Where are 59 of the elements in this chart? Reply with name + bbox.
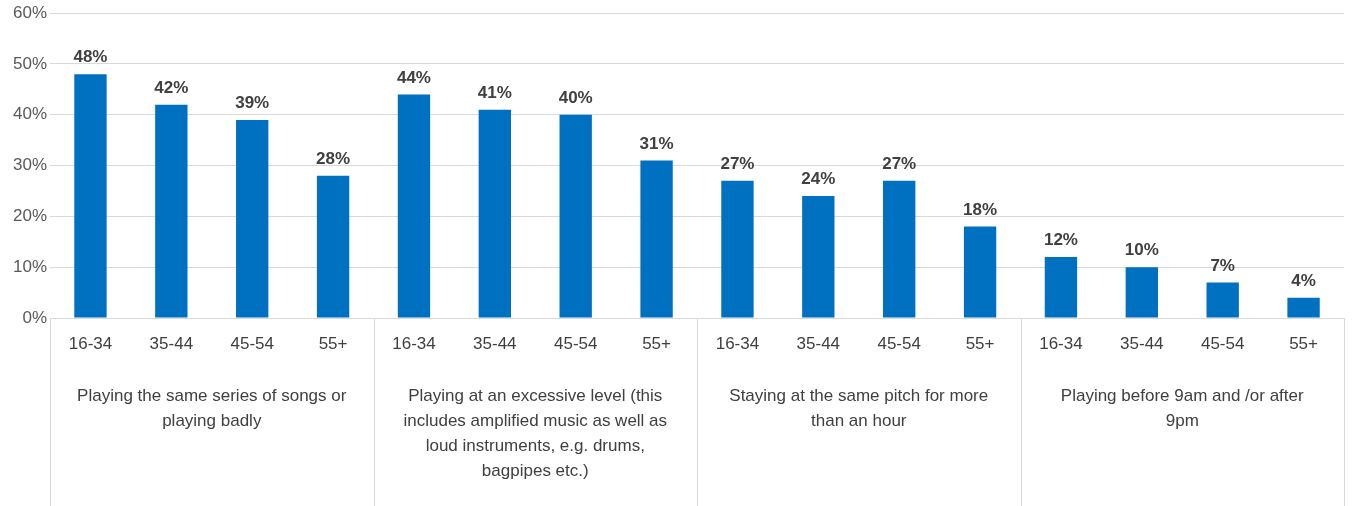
data-label: 24% [801, 169, 836, 189]
data-label: 40% [558, 87, 593, 107]
text: 16-34 [392, 333, 436, 353]
text: 35-44 [1120, 333, 1164, 353]
data-label: 48% [73, 47, 108, 67]
bar [963, 226, 997, 318]
data-label: 39% [235, 93, 270, 113]
y-tick-label: 60% [12, 2, 48, 22]
text: 45-54 [877, 333, 921, 353]
bar [478, 109, 511, 318]
series-label: 16-34 [715, 333, 760, 353]
text: 55+ [965, 333, 995, 353]
bar [802, 196, 835, 318]
text: 16-34 [1039, 333, 1083, 353]
series-label: 35-44 [796, 333, 841, 353]
text: 35-44 [149, 333, 194, 353]
bar [1206, 282, 1239, 318]
data-label: 7% [1210, 255, 1235, 275]
x-tick-label: Playing before 9am and /or after 9pm [1060, 385, 1305, 430]
data-label: 12% [1043, 230, 1078, 250]
data-label: 41% [477, 82, 512, 102]
y-tick-label: 20% [12, 206, 48, 226]
bar [1044, 257, 1078, 318]
data-label: 27% [720, 154, 755, 174]
data-label: 18% [963, 199, 998, 219]
bar [316, 175, 350, 318]
text: 55+ [1289, 333, 1318, 353]
bar [640, 160, 673, 318]
bar [155, 104, 188, 318]
data-label: 31% [639, 133, 674, 153]
data-label: 4% [1291, 270, 1316, 290]
data-label: 44% [396, 67, 431, 87]
text: 45-54 [1200, 333, 1245, 353]
x-tick-label: Playing at an excessive level (this includes amplified music as well as loud instruments, e.g. drums, bagpipes etc.) [403, 385, 668, 480]
data-label: 10% [1124, 240, 1159, 260]
series-label: 45-54 [230, 333, 274, 353]
bar [721, 180, 754, 318]
y-tick-label: 50% [12, 53, 48, 73]
text: 16-34 [68, 333, 113, 353]
series-label: 55+ [318, 333, 348, 353]
x-tick-label: Staying at the same pitch for more than an hour [729, 385, 989, 430]
x-tick-label: Playing the same series of songs or playing badly [77, 385, 347, 430]
bar [1287, 297, 1320, 318]
y-tick-label: 30% [12, 155, 48, 175]
bar [236, 119, 269, 318]
data-label: 28% [316, 148, 351, 168]
text: 45-54 [553, 333, 598, 353]
text: 55+ [642, 333, 671, 353]
bar [397, 94, 431, 318]
bar [559, 114, 592, 318]
y-tick-label: 10% [12, 256, 48, 276]
y-tick-label: 40% [12, 104, 48, 124]
data-label: 42% [154, 77, 189, 97]
bar [1125, 267, 1158, 318]
text: 35-44 [473, 333, 517, 353]
bar [74, 74, 107, 318]
y-tick-label: 0% [22, 307, 48, 327]
data-label: 27% [882, 154, 917, 174]
bar [883, 180, 916, 318]
